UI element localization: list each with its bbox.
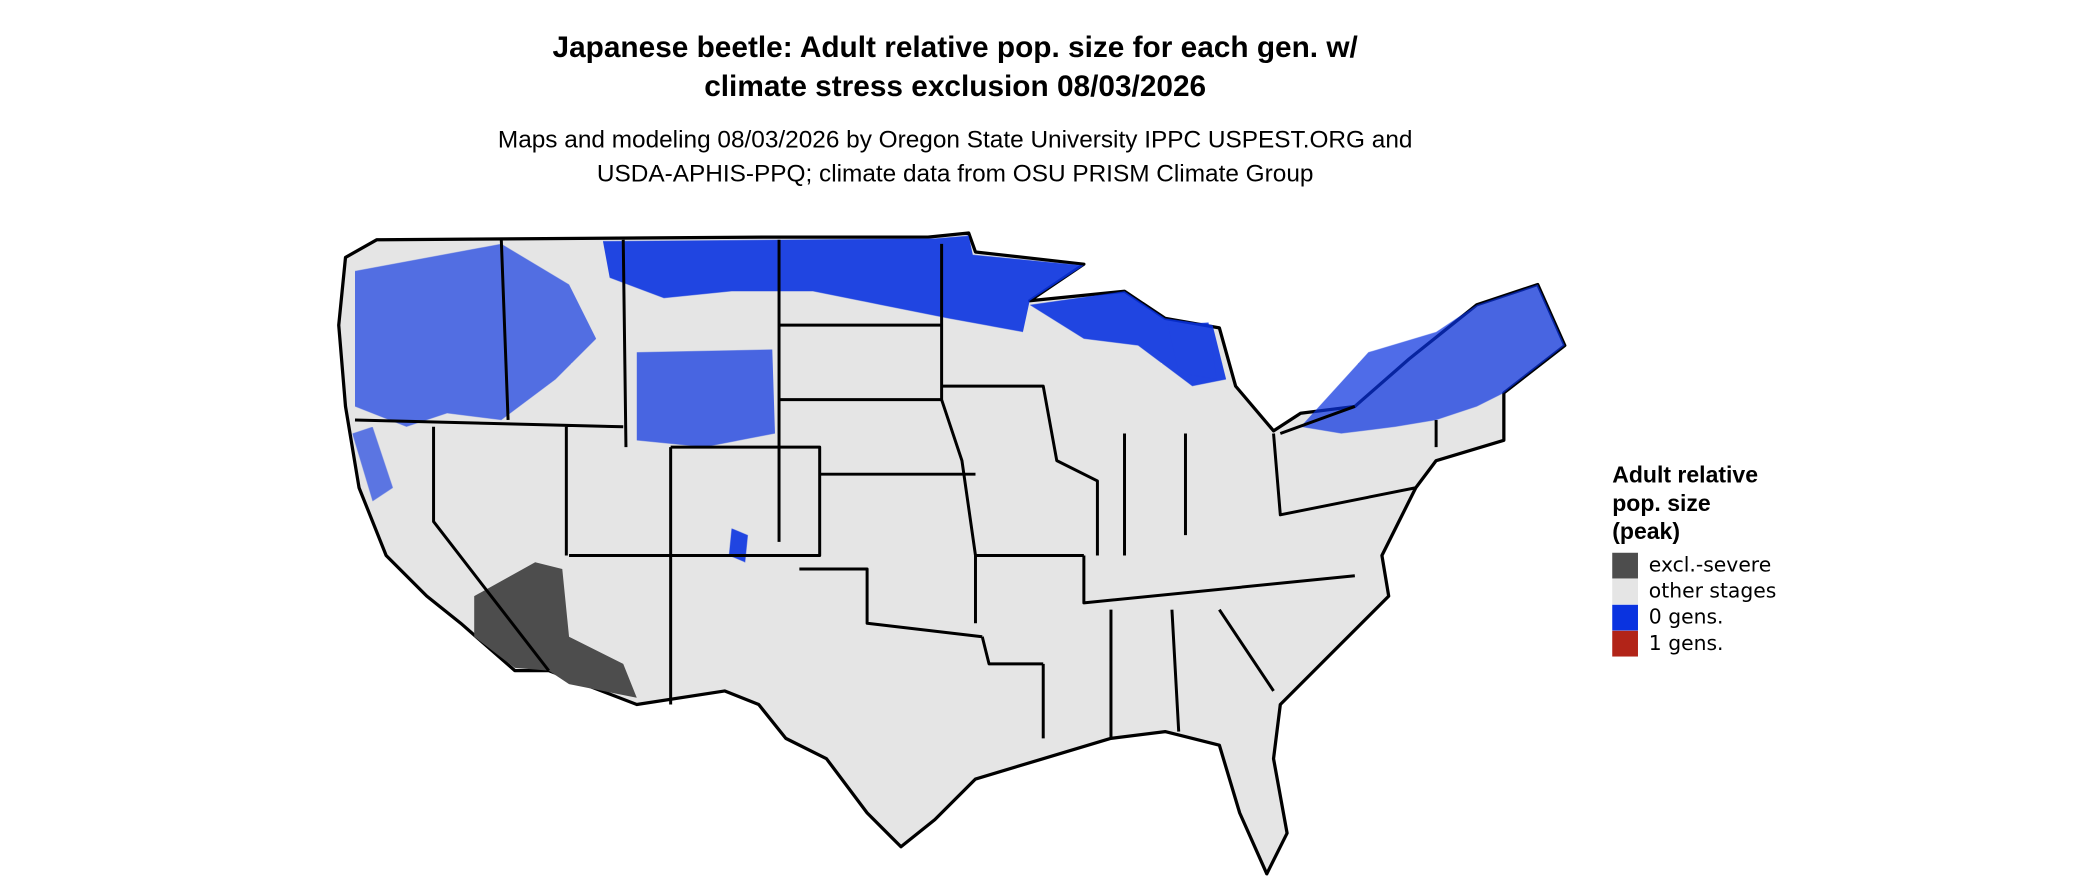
- legend-label: other stages: [1649, 579, 1777, 603]
- legend-swatch: [1612, 578, 1638, 605]
- legend-title: pop. size: [1612, 490, 1711, 516]
- legend-swatch: [1612, 552, 1638, 579]
- legend-label: excl.-severe: [1649, 553, 1771, 577]
- legend-label: 0 gens.: [1649, 605, 1724, 629]
- legend-label: 1 gens.: [1649, 631, 1724, 655]
- legend-swatch: [1612, 630, 1638, 657]
- chart-title: Japanese beetle: Adult relative pop. siz…: [553, 31, 1358, 64]
- legend: Adult relative pop. size(peak) excl.-sever…: [1612, 461, 1777, 657]
- chart-title: climate stress exclusion 08/03/2026: [704, 70, 1206, 103]
- chart-subtitle: USDA-APHIS-PPQ; climate data from OSU PR…: [597, 161, 1314, 188]
- state-borders: [354, 239, 1438, 739]
- legend-swatch: [1612, 604, 1638, 631]
- titles: Japanese beetle: Adult relative pop. siz…: [498, 31, 1413, 188]
- legend-title: (peak): [1612, 518, 1680, 544]
- legend-title: Adult relative: [1612, 461, 1758, 487]
- chart-subtitle: Maps and modeling 08/03/2026 by Oregon S…: [498, 127, 1413, 154]
- zero-gens-areas: [352, 235, 1565, 563]
- us-map: [337, 231, 1567, 876]
- severe-exclusion-area: [474, 562, 637, 698]
